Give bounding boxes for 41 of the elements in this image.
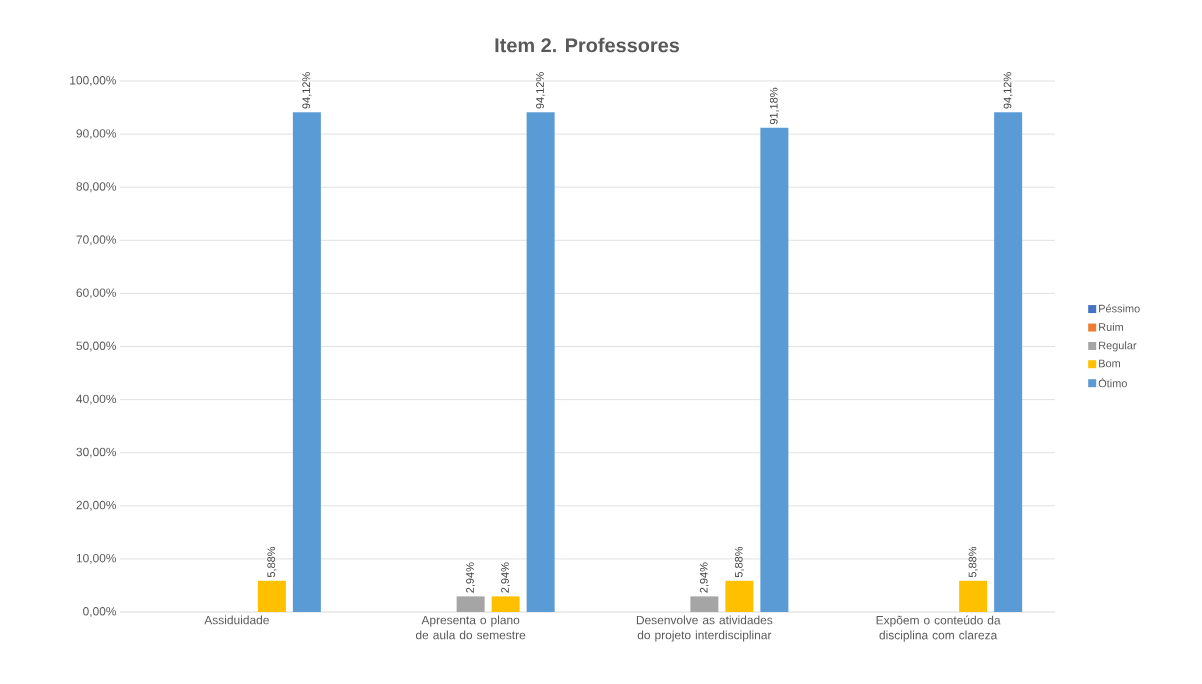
y-tick-label: 10,00% [76, 553, 117, 564]
bar [994, 112, 1023, 612]
y-tick-label: 50,00% [76, 341, 117, 352]
legend-label: Péssimo [1099, 304, 1140, 313]
y-tick-label: 40,00% [76, 394, 117, 405]
bar [491, 596, 520, 612]
data-label: 5,88% [968, 546, 978, 578]
y-tick-label: 60,00% [76, 288, 117, 299]
data-label: 91,18% [769, 87, 779, 125]
y-tick-label: 100,00% [70, 76, 117, 86]
legend-label: Ruim [1099, 322, 1124, 331]
y-tick-label: 90,00% [76, 129, 117, 140]
legend-label: Ótimo [1098, 377, 1127, 388]
bar [456, 596, 485, 612]
y-tick-label: 80,00% [76, 182, 117, 193]
x-tick-label: Assiduidade [204, 615, 269, 625]
x-tick-label: Apresenta o plano de aula do semestre [415, 615, 526, 640]
x-tick-label: Desenvolve as atividades do projeto interdisciplinar [636, 615, 773, 642]
data-label: 2,94% [466, 562, 476, 593]
bar [760, 127, 789, 612]
legend-label: Regular [1099, 341, 1137, 352]
legend-label: Bom [1099, 359, 1120, 368]
bar [292, 112, 321, 612]
data-label: 5,88% [734, 546, 744, 578]
y-tick-label: 30,00% [76, 447, 117, 458]
y-tick-label: 70,00% [76, 235, 117, 246]
bar [725, 580, 754, 612]
data-label: 94,12% [302, 72, 312, 109]
data-label: 2,94% [699, 562, 709, 593]
bar [526, 112, 555, 612]
data-label: 5,88% [267, 546, 277, 578]
bar [257, 580, 286, 612]
data-label: 94,12% [536, 72, 546, 109]
x-tick-label: Expõem o conteúdo da disciplina com clareza [876, 615, 1001, 642]
bar [959, 580, 988, 612]
y-tick-label: 20,00% [76, 500, 117, 511]
data-label: 94,12% [1003, 72, 1013, 109]
data-label: 2,94% [501, 562, 511, 593]
chart-title: Item 2. Professores [495, 37, 680, 53]
y-tick-label: 0,00% [83, 607, 117, 617]
bar [690, 596, 719, 612]
